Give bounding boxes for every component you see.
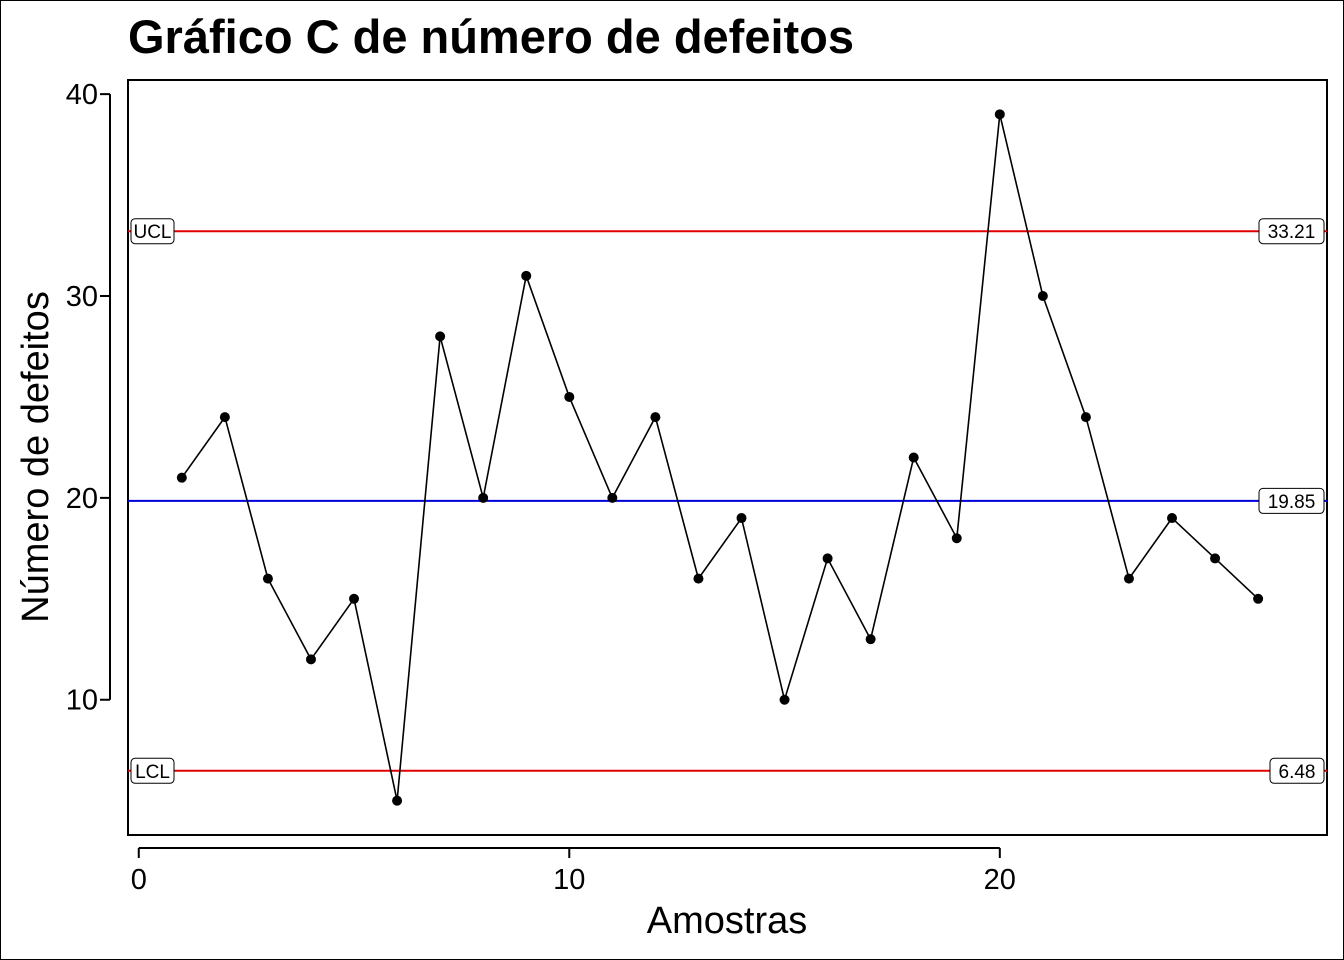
x-axis-title: Amostras [647, 900, 807, 942]
data-point [392, 795, 403, 806]
data-point [779, 694, 790, 705]
data-point [1123, 573, 1134, 584]
control-line-name: LCL [135, 762, 170, 783]
data-point [607, 492, 618, 503]
data-series [176, 109, 1264, 806]
data-point [908, 452, 919, 463]
data-point [1037, 291, 1048, 302]
data-point [478, 492, 489, 503]
x-tick-label: 10 [553, 864, 585, 896]
y-tick-label: 40 [66, 79, 98, 111]
data-point [219, 412, 230, 423]
control-line-value: 6.48 [1279, 762, 1316, 783]
control-line-name: UCL [133, 222, 171, 243]
x-axis: 0 10 20 [131, 847, 1016, 896]
data-point [262, 573, 273, 584]
control-lines: UCL 33.21 19.85 LCL 6.48 [128, 218, 1327, 784]
data-point [1080, 412, 1091, 423]
y-tick-label: 30 [66, 281, 98, 313]
data-point [521, 270, 532, 281]
y-tick-label: 20 [66, 483, 98, 515]
data-point [865, 634, 876, 645]
data-point [1210, 553, 1221, 564]
data-point [1253, 593, 1264, 604]
data-point [305, 654, 316, 665]
plot-area [127, 79, 1328, 836]
y-axis-title: Número de defeitos [15, 291, 57, 623]
y-tick-label: 10 [66, 685, 98, 717]
data-point [822, 553, 833, 564]
control-line-label-box [1258, 218, 1325, 245]
control-line-label-box [130, 757, 175, 784]
data-point [693, 573, 704, 584]
data-point [736, 513, 747, 524]
x-tick-label: 20 [984, 864, 1016, 896]
control-line-value: 19.85 [1268, 492, 1316, 513]
control-line-value: 33.21 [1268, 222, 1316, 243]
data-point [994, 109, 1005, 120]
data-point [349, 593, 360, 604]
series-line [181, 114, 1259, 801]
y-axis: 10 20 30 40 [66, 79, 111, 717]
data-point [650, 412, 661, 423]
data-point [564, 391, 575, 402]
x-tick-label: 0 [131, 864, 147, 896]
control-line-label-box [130, 218, 175, 245]
control-line-label-box [1258, 487, 1325, 514]
data-point [435, 331, 446, 342]
control-line-label-box [1269, 757, 1325, 784]
data-point [176, 472, 187, 483]
chart-title: Gráfico C de número de defeitos [128, 10, 854, 63]
data-point [1167, 513, 1178, 524]
data-point [951, 533, 962, 544]
